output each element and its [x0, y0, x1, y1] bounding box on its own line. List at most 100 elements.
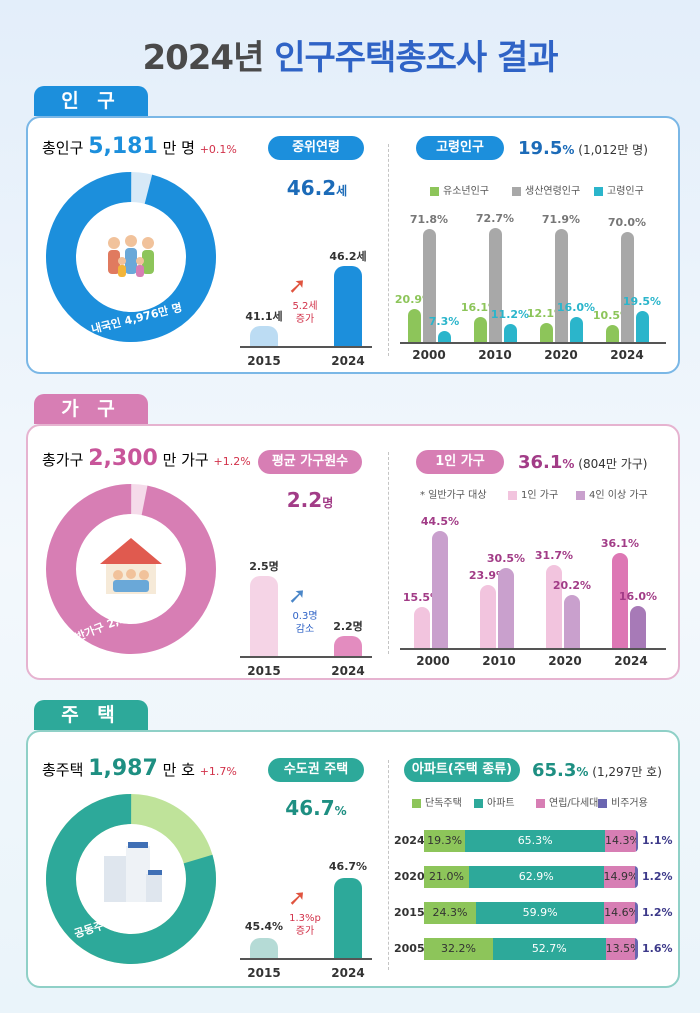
- comparison-year: 2024: [331, 966, 365, 980]
- household-divider: [388, 452, 389, 654]
- comparison-year: 2015: [247, 966, 281, 980]
- apartment-row-year: 2005: [394, 942, 425, 955]
- non-residential-label: 1.2%: [642, 870, 673, 883]
- legend-item: 비주거용: [598, 794, 648, 809]
- legend-swatch: [412, 798, 421, 808]
- legend-label: 고령인구: [607, 186, 644, 197]
- elderly-bar: [570, 316, 583, 342]
- legend-item: 단독주택: [412, 794, 462, 809]
- comparison-year: 2024: [331, 354, 365, 368]
- legend-label: 생산연령인구: [525, 186, 581, 197]
- year-label: 2024: [610, 348, 644, 362]
- stacked-segment: [635, 902, 638, 924]
- comparison-bar-label: 45.4%: [244, 920, 284, 933]
- single-household-bar: [630, 606, 646, 648]
- single-household-bar: [498, 568, 514, 648]
- elderly-bar-label: 70.0%: [607, 215, 647, 229]
- year-label: 2010: [478, 348, 512, 362]
- change-note-1: 1.3%p: [289, 913, 321, 924]
- avg-household-pill: 평균 가구원수: [258, 450, 362, 474]
- legend-note: * 일반가구 대상: [420, 490, 487, 501]
- year-label: 2000: [412, 348, 446, 362]
- legend-item: 연립/다세대: [536, 794, 598, 809]
- housing-donut: [46, 794, 216, 964]
- stacked-segment: 62.9%: [468, 866, 604, 888]
- comparison-bar-label: 46.2세: [329, 250, 367, 263]
- title-prefix: 2024년: [142, 38, 264, 78]
- legend-swatch: [594, 186, 603, 196]
- stacked-bar: 19.3%65.3%14.3%: [424, 830, 638, 852]
- single-household-bar-label: 20.2%: [552, 579, 592, 593]
- legend-swatch: [512, 186, 521, 196]
- legend-label: 아파트: [487, 798, 515, 809]
- single-household-bar-label: 44.5%: [420, 515, 460, 529]
- elderly-bar: [408, 309, 421, 342]
- elderly-bar-label: 16.0%: [556, 300, 596, 314]
- stacked-segment: 13.5%: [605, 938, 635, 960]
- trend-arrow-icon: ➚: [288, 274, 307, 299]
- stacked-bar: 32.2%52.7%13.5%: [424, 938, 638, 960]
- tab-housing: 주 택: [34, 700, 148, 730]
- elderly-bar: [606, 325, 619, 342]
- comparison-year: 2024: [331, 664, 365, 678]
- baseline: [400, 342, 666, 344]
- legend-swatch: [474, 798, 483, 808]
- change-note-2: 증가: [295, 926, 315, 937]
- single-household-bar-label: 23.9%: [468, 569, 508, 583]
- legend-swatch: [430, 186, 439, 196]
- elderly-bar: [504, 324, 517, 342]
- comparison-bar-label: 41.1세: [245, 310, 283, 323]
- population-donut: [46, 172, 216, 342]
- single-household-bar-label: 30.5%: [486, 552, 526, 566]
- population-total: 총인구 5,181 만 명 +0.1%: [42, 134, 237, 159]
- elderly-bar-label: 19.5%: [622, 295, 662, 309]
- legend-swatch: [508, 490, 517, 500]
- year-label: 2020: [544, 348, 578, 362]
- family-illustration: [108, 235, 154, 277]
- page-title: 2024년 인구주택총조사 결과: [0, 30, 700, 79]
- legend-label: 비주거용: [611, 798, 648, 809]
- single-household-pill: 1인 가구: [416, 450, 504, 474]
- single-household-bar: [414, 607, 430, 648]
- single-household-bar: [432, 531, 448, 648]
- comparison-bar: [250, 576, 278, 656]
- tab-population: 인 구: [34, 86, 148, 116]
- stacked-segment: 52.7%: [492, 938, 606, 960]
- change-note-1: 0.3명: [292, 611, 318, 622]
- baseline: [240, 958, 372, 960]
- comparison-bar: [334, 266, 362, 346]
- apartment-pill: 아파트(주택 종류): [404, 758, 520, 782]
- legend-item: 1인 가구: [508, 486, 558, 501]
- legend-label: 유소년인구: [443, 186, 489, 197]
- housing-divider: [388, 760, 389, 970]
- elderly-bar: [423, 229, 436, 342]
- household-donut: [46, 484, 216, 654]
- elderly-bar-label: 71.8%: [409, 213, 449, 227]
- comparison-bar-label: 46.7%: [328, 860, 368, 873]
- apartment-row-year: 2015: [394, 906, 425, 919]
- comparison-bar-label: 2.2명: [333, 620, 363, 633]
- apartment-illustration: [104, 842, 162, 902]
- single-household-bar-label: 31.7%: [534, 548, 574, 562]
- comparison-bar: [250, 326, 278, 346]
- single-household-bar-label: 15.5%: [402, 591, 442, 605]
- stacked-segment: 14.6%: [604, 902, 636, 924]
- comparison-bar: [334, 636, 362, 656]
- legend-label: 연립/다세대: [549, 798, 599, 809]
- legend-swatch: [576, 490, 585, 500]
- household-total: 총가구 2,300 만 가구 +1.2%: [42, 446, 251, 471]
- year-label: 2000: [416, 654, 450, 668]
- comparison-bar-label: 2.5명: [249, 560, 279, 573]
- median-age-pill: 중위연령: [268, 136, 364, 160]
- elderly-bar: [438, 330, 451, 342]
- stacked-bar: 21.0% 62.9% 14.9%: [424, 866, 638, 888]
- elderly-bar-label: 72.7%: [475, 211, 515, 225]
- single-household-bar-label: 16.0%: [618, 590, 658, 604]
- elderly-bar-label: 71.9%: [541, 212, 581, 226]
- elderly-bar: [489, 227, 502, 342]
- single-household-bar-label: 36.1%: [600, 537, 640, 551]
- stacked-segment: 14.9%: [603, 866, 636, 888]
- apartment-row-year: 2020: [394, 870, 425, 883]
- legend-item: 생산연령인구: [512, 182, 580, 197]
- median-age-headline: 46.2세: [286, 176, 348, 200]
